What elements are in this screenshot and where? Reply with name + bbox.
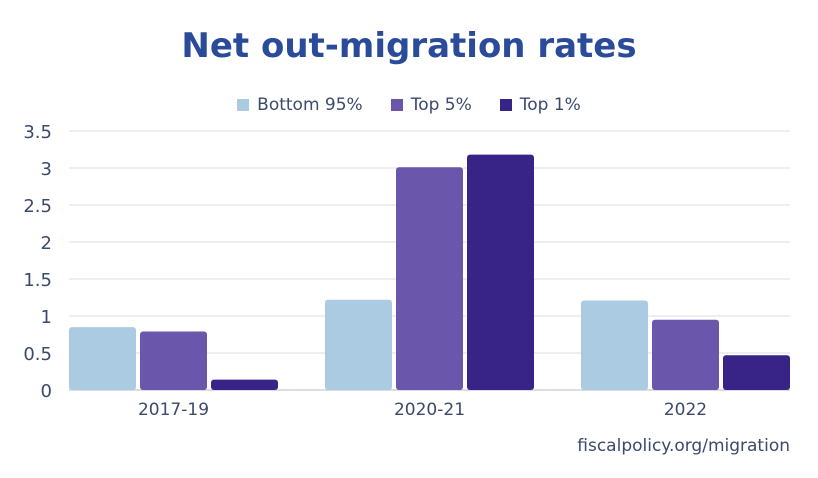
legend-label: Top 5%	[410, 95, 472, 115]
bar	[467, 154, 534, 390]
legend: Bottom 95% Top 5% Top 1%	[0, 95, 818, 115]
x-tick-label: 2022	[664, 400, 707, 420]
y-tick-label: 0.5	[23, 344, 52, 365]
x-tick-label: 2020-21	[394, 400, 465, 420]
legend-item-bottom-95: Bottom 95%	[237, 95, 363, 115]
y-tick-label: 2.5	[23, 196, 52, 217]
legend-item-top-5: Top 5%	[390, 95, 472, 115]
bar	[211, 379, 278, 390]
y-tick-label: 1	[41, 307, 52, 328]
x-tick-label: 2017-19	[138, 400, 209, 420]
source-text: fiscalpolicy.org/migration	[577, 436, 790, 456]
bar	[325, 299, 392, 390]
bar	[140, 331, 207, 390]
legend-swatch	[390, 99, 403, 111]
y-tick-label: 0	[41, 381, 52, 402]
bar	[723, 355, 790, 390]
bar	[652, 319, 719, 390]
legend-swatch	[499, 99, 512, 111]
chart-title: Net out-migration rates	[181, 26, 637, 66]
bar	[69, 327, 136, 390]
legend-item-top-1: Top 1%	[499, 95, 581, 115]
bar	[581, 300, 648, 390]
bar	[396, 167, 463, 390]
y-tick-label: 2	[41, 233, 52, 254]
legend-swatch	[237, 99, 250, 111]
y-tick-label: 3.5	[23, 122, 52, 143]
y-tick-label: 3	[41, 159, 52, 180]
legend-label: Bottom 95%	[257, 95, 363, 115]
legend-label: Top 1%	[519, 95, 581, 115]
y-tick-label: 1.5	[23, 270, 52, 291]
